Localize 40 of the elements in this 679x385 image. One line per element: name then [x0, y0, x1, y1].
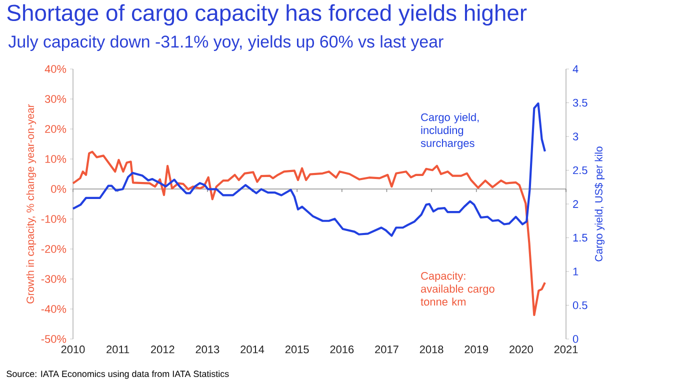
line-series — [72, 150, 546, 316]
x-tick-label: 2016 — [330, 346, 354, 354]
y2-tick-label: 1.5 — [573, 234, 588, 242]
y2-tick-label: 0.5 — [572, 301, 588, 310]
y2-tick-label: 0 — [572, 335, 578, 343]
chart-subtitle: July capacity down -31.1% yoy, yields up 60% vs last year — [8, 35, 444, 51]
y2-tick-label: 4 — [572, 65, 578, 73]
x-tick-label: 2013 — [196, 346, 220, 354]
text: Cargo yield, including surcharges — [420, 113, 479, 150]
y2-tick-label: 3.5 — [572, 98, 588, 107]
y-tick-label: -10% — [41, 215, 66, 223]
y-axis-title: Growth in capacity, % change year-on-year — [26, 104, 36, 304]
source-note: Source: IATA Economics using data from IATA Statistics — [6, 370, 229, 379]
x-tick-label: 2015 — [285, 346, 309, 354]
x-tick-label: 2010 — [61, 346, 85, 354]
y-tick-label: -40% — [41, 305, 66, 313]
y-tick-label: 0% — [51, 185, 66, 193]
y-tick-label: 30% — [44, 95, 66, 103]
x-tick-label: 2017 — [375, 346, 398, 354]
y2-tick-label: 1 — [573, 268, 578, 276]
y-tick-label: -20% — [41, 245, 66, 253]
y-tick-label: 10% — [45, 155, 66, 163]
x-tick-label: 2019 — [464, 346, 488, 354]
chart-title: Shortage of cargo capacity has forced yields higher — [7, 4, 527, 26]
y2-axis-title: Cargo yield, US$ per kilo — [594, 146, 605, 262]
x-tick-label: 2020 — [510, 346, 533, 354]
x-tick-label: 2012 — [150, 346, 174, 354]
y2-tick-label: 3 — [572, 132, 578, 140]
y-tick-label: 20% — [45, 125, 66, 133]
y2-tick-label: 2 — [573, 200, 578, 208]
x-tick-label: 2011 — [106, 346, 130, 354]
y2-tick-label: 2.5 — [573, 166, 588, 174]
y-tick-label: -50% — [41, 335, 66, 343]
x-tick-label: 2021 — [554, 346, 578, 354]
x-tick-label: 2014 — [240, 346, 264, 354]
line-series — [72, 102, 546, 237]
x-tick-label: 2018 — [420, 346, 444, 354]
y-tick-label: -30% — [41, 275, 66, 283]
text: Capacity: available cargo tonne km — [420, 272, 494, 306]
y-tick-label: 40% — [44, 65, 66, 73]
